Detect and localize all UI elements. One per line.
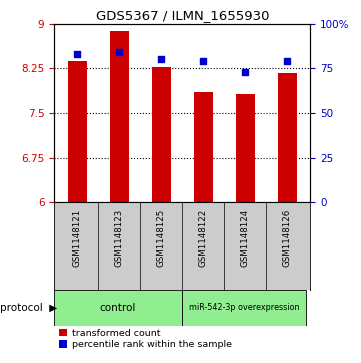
Bar bbox=[182, 290, 306, 326]
Legend: transformed count, percentile rank within the sample: transformed count, percentile rank withi… bbox=[59, 329, 232, 349]
Text: GSM1148126: GSM1148126 bbox=[283, 208, 292, 267]
Bar bbox=[194, 92, 213, 203]
Text: GSM1148121: GSM1148121 bbox=[73, 208, 82, 267]
Point bbox=[243, 69, 248, 75]
Bar bbox=[110, 31, 129, 203]
Point bbox=[200, 58, 206, 64]
Point bbox=[284, 58, 290, 64]
Point bbox=[116, 49, 122, 55]
Point bbox=[158, 57, 164, 62]
Bar bbox=[68, 61, 87, 203]
Point bbox=[74, 51, 80, 57]
Bar bbox=[236, 94, 255, 203]
Text: protocol  ▶: protocol ▶ bbox=[0, 303, 58, 313]
Bar bbox=[54, 290, 182, 326]
Text: GSM1148124: GSM1148124 bbox=[241, 208, 250, 267]
Text: GSM1148122: GSM1148122 bbox=[199, 208, 208, 267]
Text: GSM1148123: GSM1148123 bbox=[115, 208, 124, 267]
Text: control: control bbox=[100, 303, 136, 313]
Title: GDS5367 / ILMN_1655930: GDS5367 / ILMN_1655930 bbox=[96, 9, 269, 23]
Text: GSM1148125: GSM1148125 bbox=[157, 208, 166, 267]
Bar bbox=[278, 73, 297, 203]
Bar bbox=[152, 67, 171, 203]
Text: miR-542-3p overexpression: miR-542-3p overexpression bbox=[189, 303, 299, 312]
